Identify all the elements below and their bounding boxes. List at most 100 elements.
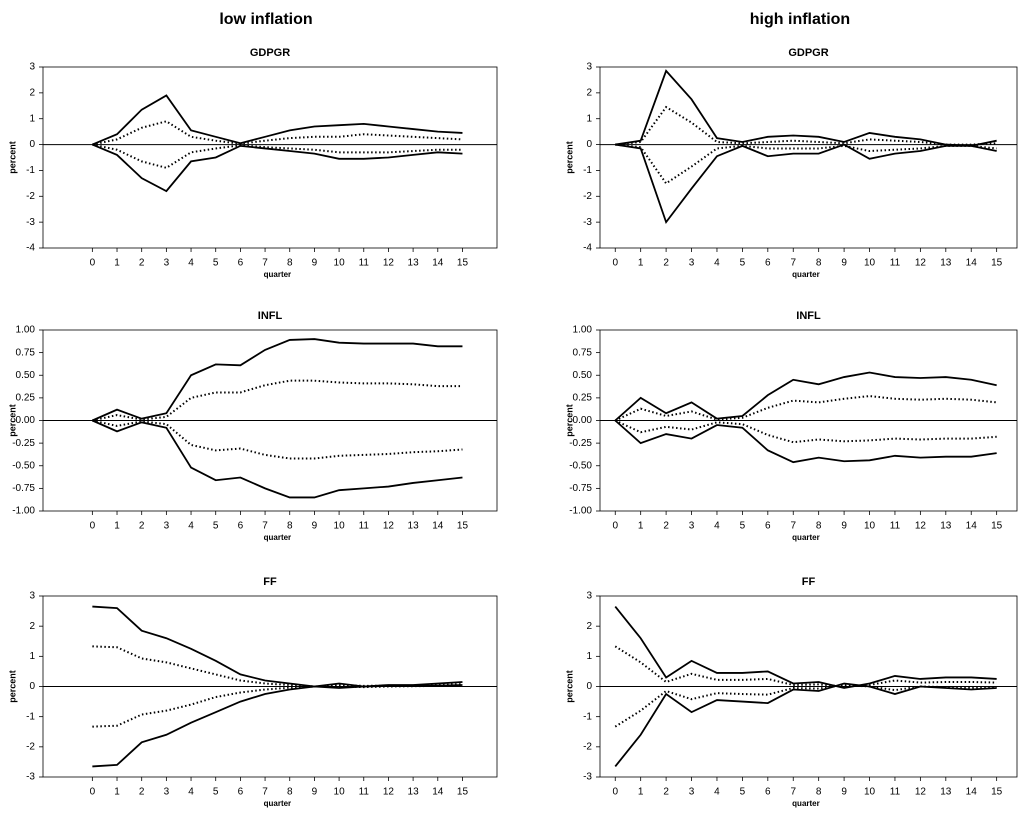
x-tick-label: 3: [689, 258, 695, 269]
x-tick-label: 5: [213, 258, 219, 269]
x-tick-label: 1: [638, 787, 644, 798]
y-tick-label: -1: [583, 711, 592, 722]
x-tick-label: 12: [915, 258, 927, 269]
y-tick-label: -1: [583, 165, 592, 176]
y-tick-label: 0.75: [16, 347, 36, 358]
y-tick-label: -3: [583, 217, 592, 228]
y-tick-label: -0.75: [12, 483, 35, 494]
y-tick-label: -2: [26, 191, 35, 202]
series-line: [615, 143, 997, 185]
x-axis-label: quarter: [264, 533, 292, 542]
x-tick-label: 15: [991, 258, 1003, 269]
series-line: [615, 105, 997, 146]
y-axis-label: percent: [7, 141, 17, 174]
x-tick-label: 13: [940, 521, 952, 532]
x-tick-label: 4: [188, 258, 194, 269]
x-tick-label: 14: [432, 787, 444, 798]
x-tick-label: 9: [841, 787, 847, 798]
y-tick-label: 1: [29, 113, 35, 124]
x-tick-label: 6: [765, 258, 771, 269]
x-tick-label: 8: [816, 258, 822, 269]
x-tick-label: 9: [312, 521, 318, 532]
series-line: [615, 69, 997, 147]
x-tick-label: 13: [940, 258, 952, 269]
y-tick-label: -3: [26, 772, 35, 783]
y-tick-label: -2: [26, 741, 35, 752]
x-tick-label: 2: [139, 258, 145, 269]
y-tick-label: 1.00: [573, 325, 593, 336]
x-tick-label: 15: [457, 521, 469, 532]
y-tick-label: -3: [26, 217, 35, 228]
y-tick-label: 2: [586, 87, 592, 98]
x-tick-label: 1: [114, 787, 120, 798]
plot-frame: [42, 66, 498, 249]
x-tick-label: 9: [841, 521, 847, 532]
x-axis-label: quarter: [792, 799, 820, 808]
y-tick-label: -0.25: [12, 438, 35, 449]
x-tick-label: 7: [790, 787, 796, 798]
x-tick-label: 0: [90, 787, 96, 798]
series-line: [614, 682, 997, 768]
x-tick-label: 4: [188, 521, 194, 532]
y-tick-label: 0: [586, 681, 592, 692]
series-line: [92, 605, 463, 688]
x-tick-label: 7: [262, 787, 268, 798]
chart-title: FF: [802, 576, 816, 588]
x-tick-label: 9: [312, 787, 318, 798]
x-tick-label: 13: [408, 787, 420, 798]
x-tick-label: 10: [334, 258, 346, 269]
x-tick-label: 11: [890, 258, 901, 269]
x-tick-label: 0: [90, 258, 96, 269]
chart-title: GDPGR: [250, 47, 290, 59]
x-tick-label: 13: [940, 787, 952, 798]
x-tick-label: 14: [966, 258, 978, 269]
x-tick-label: 8: [816, 521, 822, 532]
y-axis-label: percent: [7, 404, 17, 437]
y-tick-label: 1: [586, 113, 592, 124]
x-tick-label: 15: [991, 787, 1003, 798]
x-tick-label: 3: [689, 787, 695, 798]
x-tick-label: 2: [139, 521, 145, 532]
x-tick-label: 1: [114, 521, 120, 532]
x-tick-label: 2: [663, 258, 669, 269]
x-tick-label: 0: [612, 787, 618, 798]
y-tick-label: 3: [586, 62, 592, 73]
y-tick-label: -0.50: [12, 460, 35, 471]
x-tick-label: 2: [663, 787, 669, 798]
y-tick-label: -2: [583, 191, 592, 202]
y-axis-label: percent: [564, 670, 574, 703]
x-tick-label: 10: [864, 521, 876, 532]
y-tick-label: 2: [586, 621, 592, 632]
x-tick-label: 3: [164, 521, 170, 532]
series-line: [92, 120, 463, 146]
y-tick-label: -3: [583, 772, 592, 783]
x-tick-label: 14: [432, 521, 444, 532]
x-tick-label: 6: [765, 521, 771, 532]
y-tick-label: -2: [583, 741, 592, 752]
y-tick-label: 3: [29, 591, 35, 602]
y-tick-label: -1.00: [12, 506, 35, 517]
x-tick-label: 6: [238, 258, 244, 269]
y-tick-label: 0.50: [16, 370, 36, 381]
y-tick-label: -0.75: [569, 483, 592, 494]
y-tick-label: 0.00: [16, 415, 36, 426]
x-tick-label: 8: [816, 787, 822, 798]
x-tick-label: 2: [139, 787, 145, 798]
x-tick-label: 15: [991, 521, 1003, 532]
y-tick-label: 1.00: [16, 325, 36, 336]
x-tick-label: 4: [714, 258, 720, 269]
x-tick-label: 10: [864, 787, 876, 798]
x-tick-label: 2: [663, 521, 669, 532]
y-tick-label: 0.25: [573, 393, 593, 404]
series-line: [614, 395, 997, 422]
x-tick-label: 11: [359, 258, 370, 269]
y-tick-label: 3: [29, 62, 35, 73]
y-tick-label: -1.00: [569, 506, 592, 517]
chart-title: FF: [263, 576, 277, 588]
y-tick-label: 0: [586, 139, 592, 150]
y-tick-label: 0.50: [573, 370, 593, 381]
